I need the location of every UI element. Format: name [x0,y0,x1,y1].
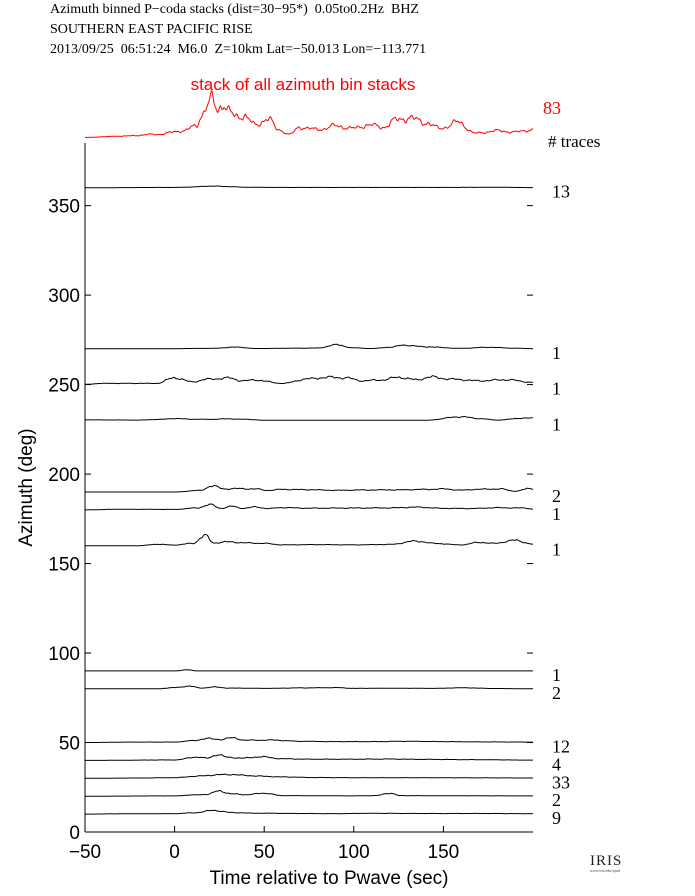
trace-count-label: 1 [552,504,561,524]
trace-count-label: 33 [552,772,570,792]
azimuth-trace [85,415,534,421]
chart-title-line-2: SOUTHERN EAST PACIFIC RISE [50,22,253,37]
iris-logo: IRIS www.iris.edu/spud [590,852,622,873]
trace-count-label: 2 [552,486,561,506]
trace-count-label: 13 [552,182,570,202]
trace-count-label: 1 [552,540,561,560]
y-tick-label: 200 [48,465,80,486]
azimuth-trace [84,375,533,385]
azimuth-trace [85,736,533,743]
stack-label: stack of all azimuth bin stacks [191,75,416,94]
iris-logo-url: www.iris.edu/spud [590,868,620,873]
y-tick-label: 150 [48,555,80,576]
x-axis-title: Time relative to Pwave (sec) [210,868,449,889]
azimuth-trace [85,503,533,511]
stack-trace [85,89,534,138]
x-tick-label: 150 [428,842,460,863]
trace-count-label: 9 [552,808,561,828]
azimuth-trace [85,754,533,761]
y-tick-label: 300 [48,286,80,307]
azimuth-trace [85,809,533,815]
stack-trace-count: 83 [543,98,561,118]
trace-count-label: 1 [552,343,561,363]
azimuth-trace [85,185,533,189]
trace-count-label: 1 [552,379,561,399]
y-axis-title: Azimuth (deg) [16,428,37,546]
x-tick-label: −50 [69,842,101,863]
traces-count-header: # traces [548,132,600,151]
x-tick-label: 0 [169,842,180,863]
chart-title-line-3: 2013/09/25 06:51:24 M6.0 Z=10km Lat=−50.… [50,42,427,57]
azimuth-trace [85,773,533,779]
y-tick-label: 50 [59,734,80,755]
azimuth-trace [85,533,534,547]
azimuth-trace [85,485,534,493]
chart-title-line-1: Azimuth binned P−coda stacks (dist=30−95… [50,2,419,17]
x-tick-label: 50 [254,842,275,863]
y-tick-label: 100 [48,644,80,665]
azimuth-trace [85,669,533,672]
iris-logo-text: IRIS [590,853,623,869]
y-tick-label: 250 [48,376,80,397]
x-tick-label: 100 [338,842,370,863]
azimuth-trace [85,685,533,690]
y-tick-label: 350 [48,197,80,218]
trace-count-label: 1 [552,414,561,434]
azimuth-trace [85,790,533,797]
trace-count-label: 2 [552,790,561,810]
azimuth-trace [85,343,533,350]
trace-count-label: 2 [552,683,561,703]
y-tick-label: 0 [69,823,80,844]
trace-count-label: 4 [552,754,561,774]
trace-count-label: 12 [552,737,570,757]
trace-count-label: 1 [552,665,561,685]
